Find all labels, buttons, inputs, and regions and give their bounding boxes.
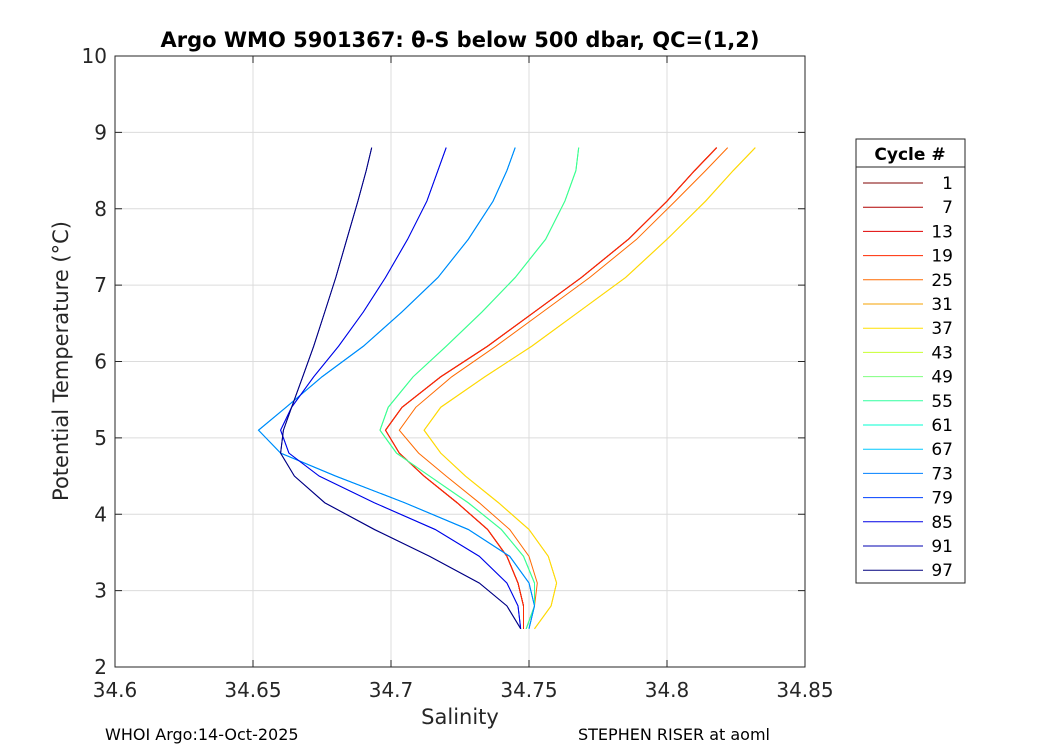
- legend-label: 97: [931, 561, 953, 581]
- legend-label: 31: [931, 295, 953, 315]
- y-tick-label: 7: [94, 273, 107, 297]
- legend-label: 79: [931, 489, 953, 509]
- legend-label: 7: [942, 198, 953, 218]
- legend: Cycle # 1 7 13 19 25 31 37 43 49 55 61 67 73 79 85 91 97: [855, 138, 966, 584]
- x-tick-label: 34.85: [776, 678, 833, 702]
- x-tick-label: 34.7: [369, 678, 414, 702]
- profile-line-cycle-97: [280, 147, 522, 630]
- axis-ticks: 34.6 34.65 34.7 34.75 34.8 34.85 2 3 4 5 6 7 8 9 10: [82, 44, 834, 702]
- legend-label: 55: [931, 392, 953, 412]
- x-tick-label: 34.8: [645, 678, 690, 702]
- legend-label: 61: [931, 416, 953, 436]
- legend-label: 43: [931, 343, 953, 363]
- legend-entries: 1 7 13 19 25 31 37 43 49 55 61 67 73 79 85 91 97: [863, 174, 953, 581]
- y-tick-label: 10: [82, 44, 107, 68]
- legend-label: 37: [931, 319, 953, 339]
- y-tick-label: 6: [94, 350, 107, 374]
- legend-label: 85: [931, 513, 953, 533]
- legend-label: 73: [931, 464, 953, 484]
- legend-title: Cycle #: [874, 145, 945, 165]
- y-tick-label: 2: [94, 655, 107, 679]
- x-axis-label: Salinity: [421, 705, 499, 729]
- y-axis-label: Potential Temperature (°C): [49, 221, 73, 501]
- legend-label: 25: [931, 271, 953, 291]
- footer-left: WHOI Argo:14-Oct-2025: [105, 725, 299, 744]
- profile-line-cycle-73: [257, 147, 536, 629]
- profile-line-cycle-25: [398, 147, 729, 629]
- chart-title: Argo WMO 5901367: θ-S below 500 dbar, QC…: [161, 28, 760, 52]
- y-tick-label: 8: [94, 197, 107, 221]
- legend-label: 1: [942, 174, 953, 194]
- legend-label: 19: [931, 247, 953, 267]
- profile-line-cycle-55: [379, 147, 580, 629]
- legend-label: 13: [931, 222, 953, 242]
- x-tick-label: 34.65: [224, 678, 281, 702]
- footer-right: STEPHEN RISER at aoml: [578, 725, 770, 744]
- y-tick-label: 3: [94, 579, 107, 603]
- legend-box: [855, 138, 966, 584]
- legend-label: 67: [931, 440, 953, 460]
- legend-label: 49: [931, 368, 953, 388]
- x-tick-label: 34.75: [500, 678, 557, 702]
- y-tick-label: 5: [94, 426, 107, 450]
- x-tick-label: 34.6: [93, 678, 138, 702]
- profile-line-cycle-85: [280, 147, 522, 629]
- y-tick-label: 4: [94, 502, 107, 526]
- profile-line-cycle-37: [423, 147, 756, 630]
- profile-lines: [257, 147, 756, 630]
- legend-label: 91: [931, 537, 953, 557]
- y-tick-label: 9: [94, 120, 107, 144]
- profile-line-cycle-19: [384, 147, 718, 629]
